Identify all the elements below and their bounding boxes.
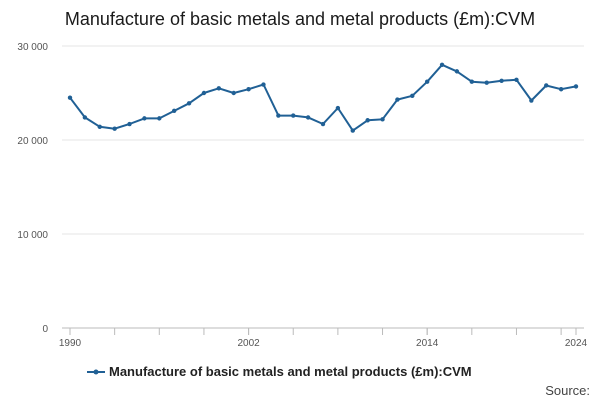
data-point <box>558 87 564 92</box>
data-point <box>499 78 504 83</box>
data-point <box>82 115 88 120</box>
data-point <box>171 108 177 114</box>
chart-title: Manufacture of basic metals and metal pr… <box>64 9 536 29</box>
data-point <box>350 128 355 133</box>
y-tick-label: 30 000 <box>17 42 48 53</box>
data-point <box>320 121 326 127</box>
x-tick-label: 2014 <box>416 338 439 349</box>
data-point <box>142 116 147 121</box>
data-point <box>365 118 370 123</box>
data-point <box>395 97 400 102</box>
data-point <box>201 90 207 96</box>
data-point <box>484 80 489 85</box>
x-tick-label: 2002 <box>237 338 260 349</box>
data-point <box>529 98 534 103</box>
data-point <box>335 105 341 111</box>
y-tick-label: 10 000 <box>17 230 48 241</box>
data-point <box>276 113 281 118</box>
data-point <box>410 93 415 99</box>
data-point <box>514 77 519 83</box>
data-point <box>261 82 266 87</box>
data-point <box>573 84 579 89</box>
y-axis-tick-labels: 0 10 000 20 000 30 000 <box>17 42 48 335</box>
data-point <box>439 62 445 67</box>
data-point <box>157 116 162 121</box>
data-point <box>469 79 475 84</box>
y-tick-label: 20 000 <box>17 136 48 147</box>
x-axis: 1990 2002 2014 2024 <box>59 327 588 349</box>
legend-swatch <box>87 369 105 374</box>
data-point <box>380 117 385 122</box>
data-point <box>186 101 192 106</box>
data-point <box>231 90 236 96</box>
data-point <box>246 87 251 92</box>
data-point <box>454 69 460 74</box>
data-point <box>67 95 73 100</box>
series-layer <box>67 62 579 133</box>
data-point <box>424 79 430 84</box>
data-point <box>544 83 549 88</box>
grid-lines <box>62 45 584 235</box>
data-point <box>97 124 102 130</box>
source-label: Source: <box>545 383 590 398</box>
legend-label: Manufacture of basic metals and metal pr… <box>109 364 472 379</box>
data-point <box>216 86 222 91</box>
y-tick-label: 0 <box>42 324 48 335</box>
series-line <box>69 63 577 132</box>
data-point <box>291 113 296 118</box>
data-point <box>127 121 132 127</box>
legend: Manufacture of basic metals and metal pr… <box>86 364 472 379</box>
data-point <box>112 126 117 131</box>
x-tick-label: 1990 <box>59 338 82 349</box>
data-point <box>305 115 311 120</box>
x-tick-label: 2024 <box>565 338 588 349</box>
